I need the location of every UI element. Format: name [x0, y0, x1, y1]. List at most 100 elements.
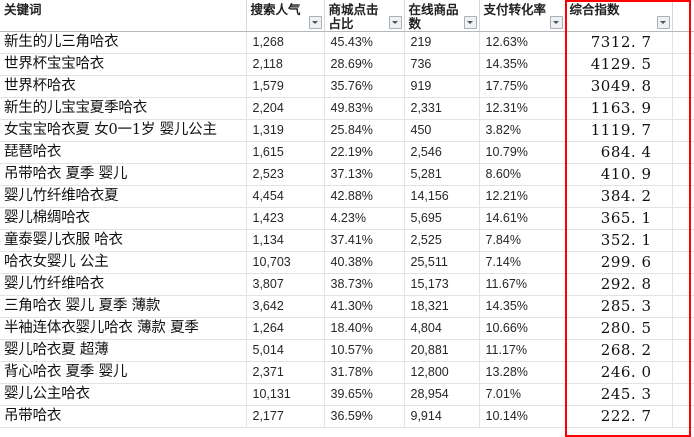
cell-online_items[interactable]: 2,546 — [404, 141, 480, 164]
cell-pay_conversion_rate[interactable]: 7.84% — [479, 229, 566, 252]
cell-keyword[interactable]: 背心哈衣 夏季 婴儿 — [0, 361, 247, 384]
cell-spacer[interactable] — [672, 31, 694, 54]
cell-keyword[interactable]: 婴儿公主哈衣 — [0, 383, 247, 406]
column-header-online_items[interactable]: 在线商品数 — [404, 0, 480, 32]
cell-keyword[interactable]: 三角哈衣 婴儿 夏季 薄款 — [0, 295, 247, 318]
cell-composite_index[interactable]: 246. 0 — [565, 361, 673, 384]
cell-online_items[interactable]: 25,511 — [404, 251, 480, 274]
cell-online_items[interactable]: 736 — [404, 53, 480, 76]
cell-keyword[interactable]: 吊带哈衣 — [0, 405, 247, 428]
cell-pay_conversion_rate[interactable]: 14.35% — [479, 53, 566, 76]
cell-keyword[interactable]: 童泰婴儿衣服 哈衣 — [0, 229, 247, 252]
cell-online_items[interactable]: 9,914 — [404, 405, 480, 428]
cell-pay_conversion_rate[interactable]: 10.79% — [479, 141, 566, 164]
table-row[interactable]: 吊带哈衣 夏季 婴儿 2,523 37.13% 5,281 8.60% 410. 9 — [0, 163, 694, 186]
cell-online_items[interactable]: 12,800 — [404, 361, 480, 384]
cell-mall_click_share[interactable]: 49.83% — [324, 97, 405, 120]
cell-online_items[interactable]: 450 — [404, 119, 480, 142]
cell-pay_conversion_rate[interactable]: 3.82% — [479, 119, 566, 142]
cell-search_popularity[interactable]: 1,423 — [246, 207, 325, 230]
cell-search_popularity[interactable]: 10,131 — [246, 383, 325, 406]
table-row[interactable]: 三角哈衣 婴儿 夏季 薄款 3,642 41.30% 18,321 14.35% 285.… — [0, 295, 694, 318]
cell-online_items[interactable]: 5,695 — [404, 207, 480, 230]
cell-spacer[interactable] — [672, 75, 694, 98]
cell-composite_index[interactable]: 1163. 9 — [565, 97, 673, 120]
cell-spacer[interactable] — [672, 361, 694, 384]
cell-composite_index[interactable]: 384. 2 — [565, 185, 673, 208]
cell-keyword[interactable]: 婴儿竹纤维哈衣夏 — [0, 185, 247, 208]
cell-mall_click_share[interactable]: 41.30% — [324, 295, 405, 318]
cell-search_popularity[interactable]: 10,703 — [246, 251, 325, 274]
cell-composite_index[interactable]: 4129. 5 — [565, 53, 673, 76]
column-header-composite_index[interactable]: 综合指数 — [565, 0, 673, 32]
cell-mall_click_share[interactable]: 37.41% — [324, 229, 405, 252]
cell-search_popularity[interactable]: 1,579 — [246, 75, 325, 98]
table-row[interactable]: 琵琶哈衣 1,615 22.19% 2,546 10.79% 684. 4 — [0, 141, 694, 164]
cell-online_items[interactable]: 2,525 — [404, 229, 480, 252]
cell-keyword[interactable]: 女宝宝哈衣夏 女0一1岁 婴儿公主 — [0, 119, 247, 142]
cell-mall_click_share[interactable]: 38.73% — [324, 273, 405, 296]
cell-pay_conversion_rate[interactable]: 10.14% — [479, 405, 566, 428]
cell-keyword[interactable]: 吊带哈衣 夏季 婴儿 — [0, 163, 247, 186]
cell-mall_click_share[interactable]: 36.59% — [324, 405, 405, 428]
filter-dropdown-icon[interactable] — [656, 16, 670, 29]
table-row[interactable]: 半袖连体衣婴儿哈衣 薄款 夏季 1,264 18.40% 4,804 10.66% 280… — [0, 317, 694, 340]
cell-mall_click_share[interactable]: 37.13% — [324, 163, 405, 186]
cell-search_popularity[interactable]: 4,454 — [246, 185, 325, 208]
cell-spacer[interactable] — [672, 207, 694, 230]
cell-keyword[interactable]: 琵琶哈衣 — [0, 141, 247, 164]
cell-mall_click_share[interactable]: 25.84% — [324, 119, 405, 142]
filter-dropdown-icon[interactable] — [549, 16, 563, 29]
cell-search_popularity[interactable]: 2,371 — [246, 361, 325, 384]
column-header-mall_click_share[interactable]: 商城点击占比 — [324, 0, 405, 32]
column-header-keyword[interactable]: 关键词 — [0, 0, 247, 32]
cell-composite_index[interactable]: 292. 8 — [565, 273, 673, 296]
cell-keyword[interactable]: 婴儿竹纤维哈衣 — [0, 273, 247, 296]
cell-mall_click_share[interactable]: 42.88% — [324, 185, 405, 208]
table-row[interactable]: 婴儿公主哈衣 10,131 39.65% 28,954 7.01% 245. 3 — [0, 383, 694, 406]
cell-composite_index[interactable]: 280. 5 — [565, 317, 673, 340]
column-header-search_popularity[interactable]: 搜索人气 — [246, 0, 325, 32]
cell-mall_click_share[interactable]: 18.40% — [324, 317, 405, 340]
column-header-spacer[interactable] — [672, 0, 694, 32]
cell-spacer[interactable] — [672, 119, 694, 142]
table-row[interactable]: 婴儿哈衣夏 超薄 5,014 10.57% 20,881 11.17% 268. 2 — [0, 339, 694, 362]
cell-search_popularity[interactable]: 2,118 — [246, 53, 325, 76]
cell-mall_click_share[interactable]: 45.43% — [324, 31, 405, 54]
cell-search_popularity[interactable]: 3,642 — [246, 295, 325, 318]
cell-keyword[interactable]: 新生的儿宝宝夏季哈衣 — [0, 97, 247, 120]
cell-pay_conversion_rate[interactable]: 17.75% — [479, 75, 566, 98]
cell-spacer[interactable] — [672, 339, 694, 362]
table-row[interactable]: 新生的儿三角哈衣 1,268 45.43% 219 12.63% 7312. 7 — [0, 31, 694, 54]
cell-spacer[interactable] — [672, 317, 694, 340]
cell-composite_index[interactable]: 365. 1 — [565, 207, 673, 230]
cell-online_items[interactable]: 5,281 — [404, 163, 480, 186]
table-row[interactable]: 世界杯哈衣 1,579 35.76% 919 17.75% 3049. 8 — [0, 75, 694, 98]
cell-search_popularity[interactable]: 1,268 — [246, 31, 325, 54]
cell-keyword[interactable]: 哈衣女婴儿 公主 — [0, 251, 247, 274]
cell-search_popularity[interactable]: 1,615 — [246, 141, 325, 164]
table-row[interactable]: 背心哈衣 夏季 婴儿 2,371 31.78% 12,800 13.28% 246. 0 — [0, 361, 694, 384]
cell-online_items[interactable]: 15,173 — [404, 273, 480, 296]
cell-online_items[interactable]: 919 — [404, 75, 480, 98]
cell-keyword[interactable]: 世界杯哈衣 — [0, 75, 247, 98]
cell-search_popularity[interactable]: 1,264 — [246, 317, 325, 340]
cell-spacer[interactable] — [672, 251, 694, 274]
cell-pay_conversion_rate[interactable]: 12.31% — [479, 97, 566, 120]
table-row[interactable]: 婴儿棉绸哈衣 1,423 4.23% 5,695 14.61% 365. 1 — [0, 207, 694, 230]
table-row[interactable]: 婴儿竹纤维哈衣 3,807 38.73% 15,173 11.67% 292. 8 — [0, 273, 694, 296]
cell-composite_index[interactable]: 684. 4 — [565, 141, 673, 164]
cell-search_popularity[interactable]: 1,134 — [246, 229, 325, 252]
cell-spacer[interactable] — [672, 185, 694, 208]
cell-spacer[interactable] — [672, 141, 694, 164]
cell-composite_index[interactable]: 352. 1 — [565, 229, 673, 252]
cell-search_popularity[interactable]: 5,014 — [246, 339, 325, 362]
cell-search_popularity[interactable]: 1,319 — [246, 119, 325, 142]
cell-online_items[interactable]: 2,331 — [404, 97, 480, 120]
cell-online_items[interactable]: 4,804 — [404, 317, 480, 340]
cell-spacer[interactable] — [672, 295, 694, 318]
cell-mall_click_share[interactable]: 28.69% — [324, 53, 405, 76]
cell-mall_click_share[interactable]: 40.38% — [324, 251, 405, 274]
cell-keyword[interactable]: 婴儿哈衣夏 超薄 — [0, 339, 247, 362]
cell-composite_index[interactable]: 410. 9 — [565, 163, 673, 186]
